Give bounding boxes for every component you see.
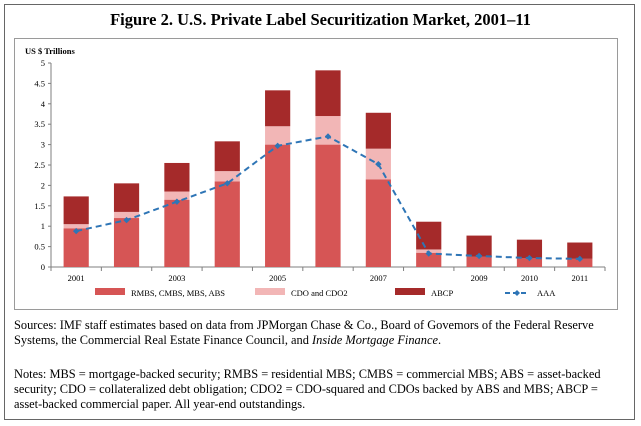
bar-segment-cdo xyxy=(164,191,190,200)
legend-swatch xyxy=(395,288,425,295)
stacked-bar-chart: US $ Trillions 0 0.5 1 1.5 2 2.5 3 3.5 4 4.5 5 2001… xyxy=(25,46,606,298)
bar-segment-abcp xyxy=(315,70,341,117)
bar-segment-abcp xyxy=(516,239,543,259)
x-tick-label: 2003 xyxy=(168,273,185,283)
bar-segment-rmbs xyxy=(416,252,442,267)
chart-box: US $ Trillions 0 0.5 1 1.5 2 2.5 3 3.5 4 4.5 5 2001… xyxy=(14,38,618,310)
legend-swatch xyxy=(255,288,285,295)
aaa-point xyxy=(123,216,130,224)
bar-segment-cdo xyxy=(63,224,89,229)
sources-text: Sources: IMF staff estimates based on da… xyxy=(14,318,594,347)
legend-label: ABCP xyxy=(431,288,453,298)
bar-segment-rmbs xyxy=(567,258,593,267)
bar-segment-abcp xyxy=(113,183,140,212)
x-tick-label: 2007 xyxy=(370,273,387,283)
figure-title: Figure 2. U.S. Private Label Securitizat… xyxy=(110,10,531,29)
y-tick-label: 4.5 xyxy=(34,78,45,88)
bar-segment-abcp xyxy=(164,162,190,192)
aaa-point xyxy=(274,142,281,150)
bar-segment-rmbs xyxy=(214,181,240,267)
aaa-point xyxy=(375,160,382,168)
aaa-line xyxy=(72,133,584,263)
bar-segment-cdo xyxy=(265,126,291,145)
aaa-point xyxy=(324,133,332,140)
bar-segment-cdo xyxy=(113,211,140,219)
legend-marker-aaa xyxy=(514,290,520,296)
aaa-point xyxy=(224,180,231,187)
y-tick-label: 4 xyxy=(41,99,46,109)
legend-swatch xyxy=(95,288,125,295)
bar-segment-abcp xyxy=(567,242,593,259)
aaa-point xyxy=(526,254,533,262)
bar-segment-cdo xyxy=(214,171,240,182)
sources-tail: . xyxy=(437,333,442,347)
legend-label: AAA xyxy=(537,288,556,298)
y-tick-label: 2.5 xyxy=(34,160,45,170)
bar-segment-abcp xyxy=(466,235,492,257)
bar-segment-abcp xyxy=(265,90,291,127)
bar-segment-abcp xyxy=(214,141,240,172)
x-tick-label: 2001 xyxy=(68,273,85,283)
bar-segment-rmbs xyxy=(164,199,190,267)
x-tick-label: 2011 xyxy=(571,273,588,283)
bar-segment-rmbs xyxy=(63,228,89,267)
y-tick-label: 1.5 xyxy=(34,201,45,211)
aaa-point xyxy=(475,252,483,260)
legend-label: CDO and CDO2 xyxy=(291,288,348,298)
bar-segment-rmbs xyxy=(516,258,543,267)
figure-frame xyxy=(4,4,635,420)
y-tick-label: 3 xyxy=(41,140,45,150)
y-axis-label: US $ Trillions xyxy=(25,46,75,56)
y-tick-label: 1 xyxy=(41,221,45,231)
bar-segment-rmbs xyxy=(466,256,492,267)
x-tick-label: 2010 xyxy=(521,273,538,283)
bar-segment-abcp xyxy=(416,221,442,250)
bar-segment-rmbs xyxy=(265,144,291,267)
sources-note: Sources: IMF staff estimates based on da… xyxy=(14,318,624,348)
bar-segment-cdo xyxy=(315,116,341,145)
y-tick-label: 5 xyxy=(41,58,45,68)
sources-italic: Inside Mortgage Finance xyxy=(312,333,438,347)
aaa-point xyxy=(576,255,584,263)
bar-segment-abcp xyxy=(365,112,391,149)
bars xyxy=(63,70,593,267)
aaa-point xyxy=(425,250,432,257)
aaa-point xyxy=(72,227,80,235)
y-tick-label: 0.5 xyxy=(34,242,45,252)
x-tick-label: 2009 xyxy=(471,273,488,283)
bar-segment-rmbs xyxy=(365,179,391,267)
notes: Notes: MBS = mortgage-backed security; R… xyxy=(14,367,601,411)
y-tick-label: 0 xyxy=(41,262,45,272)
legend: RMBS, CMBS, MBS, ABS CDO and CDO2 ABCP AAA xyxy=(95,288,556,298)
x-tick-label: 2005 xyxy=(269,273,286,283)
y-tick-label: 2 xyxy=(41,180,45,190)
y-tick-label: 3.5 xyxy=(34,119,45,129)
bar-segment-abcp xyxy=(63,196,89,225)
aaa-point xyxy=(173,198,181,205)
bar-segment-rmbs xyxy=(113,218,140,267)
legend-label: RMBS, CMBS, MBS, ABS xyxy=(131,288,225,298)
bar-segment-rmbs xyxy=(315,144,341,267)
